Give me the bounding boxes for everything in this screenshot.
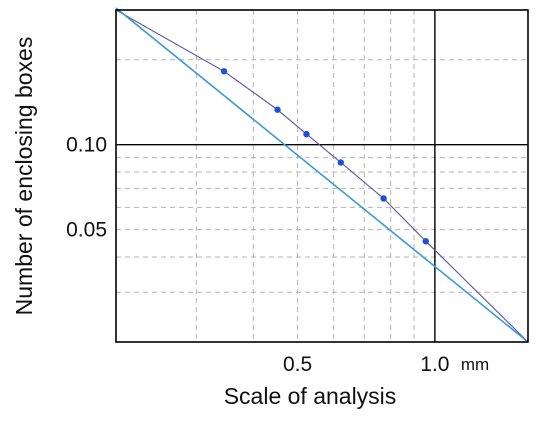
tick-labels: 0.5 1.0 0.05 0.10 [66,134,449,376]
data-series-line [115,9,529,343]
x-axis-label: Scale of analysis [224,383,397,409]
major-gridlines [116,10,528,342]
data-point [380,195,387,202]
x-tick-label: 1.0 [420,353,449,376]
x-axis-unit: mm [461,355,489,374]
y-tick-label: 0.05 [66,219,107,242]
data-point [220,68,228,75]
data-points [220,68,429,245]
series-lines [115,7,529,343]
data-point [303,130,310,138]
x-tick-label: 0.5 [283,353,312,376]
fit-line [115,7,529,343]
data-point [422,238,429,245]
data-point [274,106,281,113]
y-axis-label: Number of enclosing boxes [11,37,37,316]
minor-gridlines [116,10,528,342]
plot-frame [115,9,529,343]
data-point [337,159,345,166]
y-tick-label: 0.10 [66,134,107,157]
